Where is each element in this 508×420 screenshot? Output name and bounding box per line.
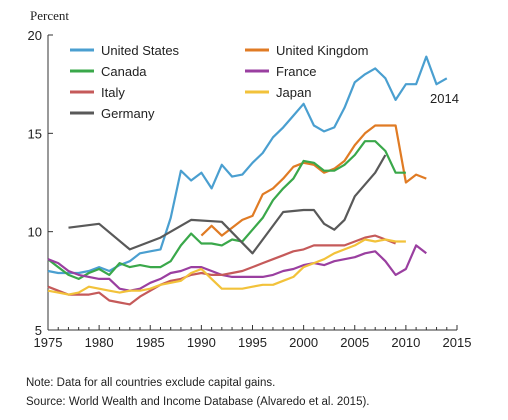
- legend-label-italy: Italy: [101, 85, 125, 100]
- legend-label-united-states: United States: [101, 43, 180, 58]
- y-tick-label: 15: [28, 126, 42, 141]
- x-tick-label: 1990: [187, 335, 216, 350]
- legend-label-united-kingdom: United Kingdom: [276, 43, 369, 58]
- legend-label-japan: Japan: [276, 85, 311, 100]
- x-tick-label: 2000: [289, 335, 318, 350]
- y-tick-label: 20: [28, 28, 42, 43]
- legend-label-france: France: [276, 64, 316, 79]
- x-tick-label: 1975: [34, 335, 63, 350]
- note-text: Note: Data for all countries exclude cap…: [26, 377, 276, 389]
- y-tick-label: 10: [28, 225, 42, 240]
- legend-label-germany: Germany: [101, 106, 155, 121]
- x-tick-label: 1995: [238, 335, 267, 350]
- series-line-france: [47, 244, 427, 292]
- series-line-japan: [47, 238, 406, 296]
- x-tick-label: 1980: [85, 335, 114, 350]
- x-tick-label: 1985: [136, 335, 165, 350]
- line-chart: 5 10 15 20 1975 1980 1985 1990 1995 2000 2005 2010 2…: [28, 28, 472, 350]
- x-tick-label: 2005: [340, 335, 369, 350]
- series-line-germany: [68, 154, 387, 255]
- series-line-canada: [47, 140, 406, 280]
- y-tick-label: 5: [35, 323, 42, 338]
- notes: Note: Data for all countries exclude cap…: [26, 374, 369, 412]
- series-line-italy: [47, 234, 397, 306]
- source-text: Source: World Wealth and Income Database…: [26, 396, 370, 408]
- x-tick-label: 2015: [443, 335, 472, 350]
- annotation-2014: 2014: [430, 91, 459, 106]
- legend-label-canada: Canada: [101, 64, 147, 79]
- x-tick-label: 2010: [391, 335, 420, 350]
- series-line-united-kingdom: [200, 124, 427, 237]
- y-axis-label: Percent: [30, 8, 69, 23]
